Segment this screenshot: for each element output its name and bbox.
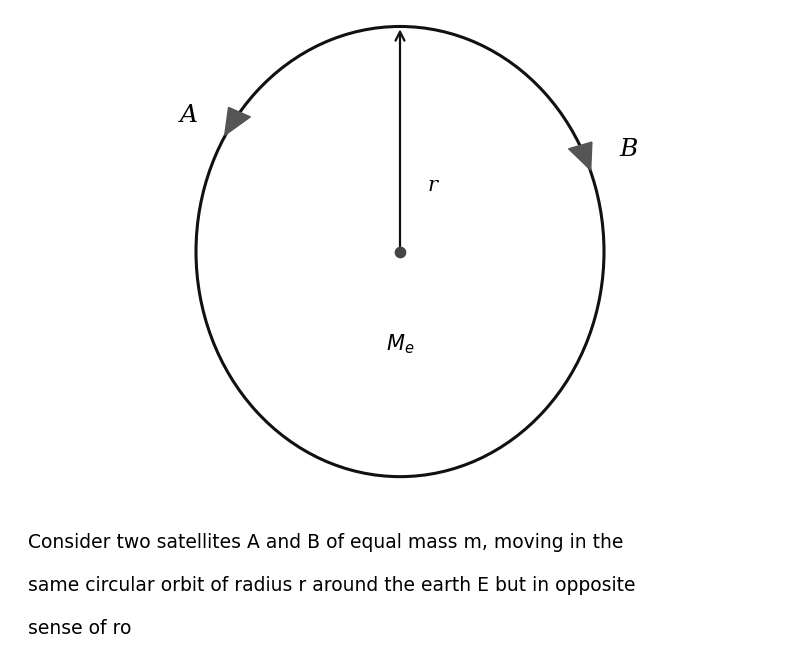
Polygon shape [569,142,592,170]
Point [394,246,406,257]
Polygon shape [225,107,250,135]
Text: same circular orbit of radius r around the earth E but in opposite: same circular orbit of radius r around t… [28,576,635,595]
Text: Consider two satellites A and B of equal mass m, moving in the: Consider two satellites A and B of equal… [28,533,623,552]
Text: sense of ro: sense of ro [28,619,131,638]
Text: r: r [428,176,438,195]
Text: $M_e$: $M_e$ [386,332,414,356]
Text: A: A [180,105,198,127]
Text: B: B [620,138,638,162]
